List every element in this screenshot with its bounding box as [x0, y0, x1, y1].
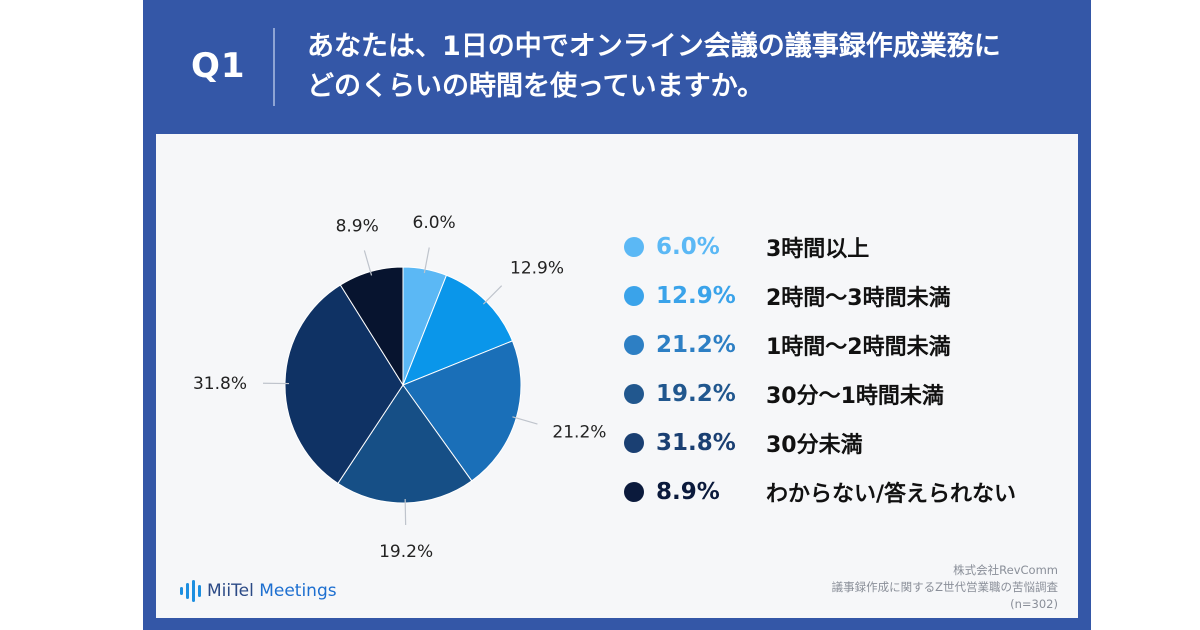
- legend-value: 19.2%: [656, 380, 736, 407]
- slice-label-6: 8.9%: [336, 216, 379, 236]
- slice-label-1: 6.0%: [413, 213, 456, 233]
- legend-item-5: 31.8% 30分未満: [624, 418, 1064, 467]
- leader-line-6: [363, 250, 373, 276]
- question-text: あなたは、1日の中でオンライン会議の議事録作成業務に どのくらいの時間を使ってい…: [307, 27, 1067, 107]
- source-survey: 議事録作成に関するZ世代営業職の苦悩調査: [831, 580, 1058, 594]
- miitel-logo: MiiTel Meetings: [180, 578, 337, 604]
- leader-line-2: [482, 285, 503, 305]
- question-header: Q1 あなたは、1日の中でオンライン会議の議事録作成業務に どのくらいの時間を使…: [143, 0, 1091, 134]
- legend-value: 6.0%: [656, 233, 720, 260]
- source-sample: (n=302): [1010, 597, 1058, 611]
- source-note: 株式会社RevComm 議事録作成に関するZ世代営業職の苦悩調査 (n=302): [832, 562, 1058, 613]
- pie-chart: 6.0% 12.9% 21.2% 19.2% 31.8% 8.9%: [193, 213, 606, 562]
- legend-dot-icon: [624, 481, 644, 502]
- legend-dot-icon: [624, 432, 644, 453]
- header-divider: [273, 28, 275, 106]
- legend-item-3: 21.2% 1時間〜2時間未満: [624, 320, 1064, 369]
- logo-prefix: MiiTel: [207, 581, 254, 601]
- legend-label: 1時間〜2時間未満: [766, 334, 951, 360]
- leader-line-1: [423, 247, 430, 274]
- legend-label: 30分未満: [766, 432, 863, 458]
- legend-value: 8.9%: [656, 478, 720, 505]
- legend-dot-icon: [624, 236, 644, 257]
- legend-label: 30分〜1時間未満: [766, 383, 944, 409]
- waveform-icon: [180, 580, 201, 602]
- legend-value: 21.2%: [656, 331, 736, 358]
- leader-line-3: [512, 416, 538, 425]
- logo-text: MiiTel Meetings: [207, 581, 337, 601]
- legend-label: わからない/答えられない: [766, 481, 1017, 507]
- legend-item-1: 6.0% 3時間以上: [624, 222, 1064, 271]
- legend-label: 3時間以上: [766, 236, 870, 262]
- legend-item-2: 12.9% 2時間〜3時間未満: [624, 271, 1064, 320]
- legend-dot-icon: [624, 285, 644, 306]
- legend-item-4: 19.2% 30分〜1時間未満: [624, 369, 1064, 418]
- logo-suffix: Meetings: [253, 581, 337, 601]
- slice-label-4: 19.2%: [379, 542, 433, 562]
- question-line-2: どのくらいの時間を使っていますか。: [307, 71, 765, 102]
- legend-value: 12.9%: [656, 282, 736, 309]
- legend-item-6: 8.9% わからない/答えられない: [624, 467, 1064, 516]
- source-company: 株式会社RevComm: [953, 563, 1058, 577]
- question-number: Q1: [191, 46, 246, 86]
- legend-dot-icon: [624, 334, 644, 355]
- slice-label-2: 12.9%: [510, 258, 564, 278]
- chart-legend: 6.0% 3時間以上 12.9% 2時間〜3時間未満 21.2% 1時間〜2時間未満 19.…: [624, 222, 1064, 516]
- slice-label-5: 31.8%: [193, 374, 247, 394]
- slice-label-3: 21.2%: [552, 422, 606, 442]
- question-line-1: あなたは、1日の中でオンライン会議の議事録作成業務に: [307, 31, 1001, 62]
- chart-panel: 6.0% 12.9% 21.2% 19.2% 31.8% 8.9% 6.0% 3時間以上 12…: [156, 134, 1078, 618]
- slide-frame: Q1 あなたは、1日の中でオンライン会議の議事録作成業務に どのくらいの時間を使…: [143, 0, 1091, 630]
- legend-dot-icon: [624, 383, 644, 404]
- legend-value: 31.8%: [656, 429, 736, 456]
- legend-label: 2時間〜3時間未満: [766, 285, 951, 311]
